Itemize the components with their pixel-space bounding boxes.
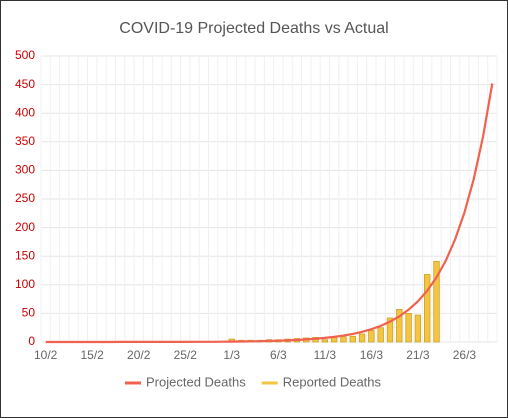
line [45, 83, 494, 344]
x-tick-label: 16/3 [360, 348, 384, 362]
bar [414, 314, 422, 343]
bar [358, 333, 366, 343]
x-tick-label: 26/3 [453, 348, 477, 362]
y-tick-label: 250 [15, 191, 35, 205]
x-tick-label: 20/2 [127, 348, 151, 362]
x-tick-label: 11/3 [314, 348, 337, 362]
y-tick-label: 0 [28, 334, 35, 348]
y-tick-label: 150 [15, 248, 35, 262]
x-tick-label: 1/3 [223, 348, 240, 362]
bar [433, 260, 440, 343]
y-tick-label: 50 [22, 306, 36, 320]
y-tick-label: 350 [15, 134, 35, 148]
bar [396, 308, 403, 343]
bar [377, 327, 384, 343]
legend-label: Projected Deaths [146, 374, 246, 389]
bar [340, 336, 347, 343]
legend-label: Reported Deaths [283, 374, 382, 389]
x-tick-label: 25/2 [174, 348, 198, 362]
y-tick-label: 200 [15, 220, 35, 234]
y-tick-label: 400 [15, 105, 35, 119]
x-tick-label: 15/2 [81, 348, 105, 362]
y-tick-label: 300 [15, 163, 35, 177]
bar [386, 317, 394, 343]
bar [405, 312, 412, 343]
bar [321, 339, 329, 343]
x-tick-label: 6/3 [270, 348, 287, 362]
x-tick-label: 21/3 [406, 348, 430, 362]
bar [368, 330, 375, 343]
y-tick-label: 500 [15, 48, 35, 62]
y-tick-label: 450 [15, 77, 35, 91]
y-tick-label: 100 [15, 277, 35, 291]
bar [349, 335, 356, 343]
chart-title: COVID-19 Projected Deaths vs Actual [119, 20, 388, 37]
x-tick-label: 10/2 [34, 348, 58, 362]
bar [424, 274, 431, 343]
